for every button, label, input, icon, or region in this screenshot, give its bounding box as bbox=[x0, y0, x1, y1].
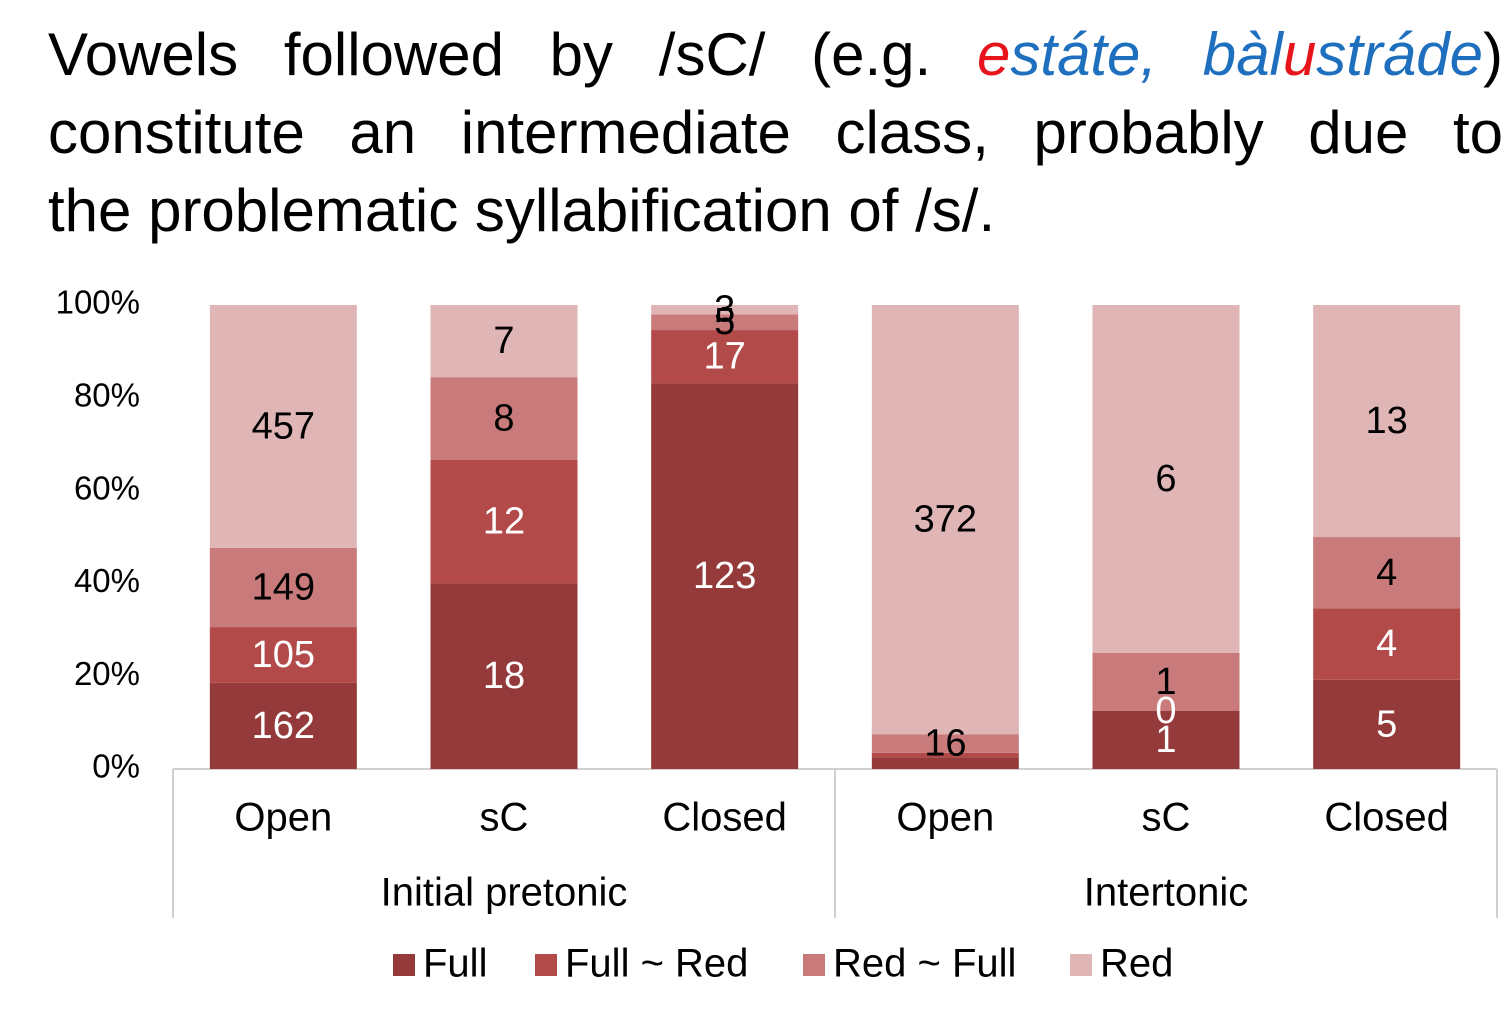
bar-segment bbox=[871, 757, 1019, 769]
bar-segment bbox=[1313, 305, 1461, 538]
bar-segment bbox=[1313, 679, 1461, 769]
title-run: Vowels followed by /sC/ (e.g. bbox=[48, 21, 977, 88]
y-tick-label: 80% bbox=[74, 377, 140, 414]
x-tick-label: Closed bbox=[1324, 796, 1449, 840]
title: Vowels followed by /sC/ (e.g. estáte, bà… bbox=[48, 16, 1503, 250]
y-tick-label: 100% bbox=[56, 284, 140, 321]
title-run: stráde bbox=[1316, 21, 1484, 88]
data-label: 8 bbox=[493, 397, 514, 439]
bar-segment bbox=[430, 377, 578, 460]
data-label: 18 bbox=[483, 655, 525, 697]
bar-segment bbox=[1313, 608, 1461, 680]
data-label: 7 bbox=[493, 320, 514, 362]
data-label: 16 bbox=[924, 723, 966, 765]
bar-segment bbox=[1092, 653, 1240, 711]
x-tick-label: Closed bbox=[662, 796, 787, 840]
title-run: u bbox=[1282, 21, 1317, 88]
data-label: 5 bbox=[714, 301, 735, 343]
bar-segment bbox=[209, 304, 357, 548]
x-tick-label: sC bbox=[1142, 796, 1191, 840]
bar-segment bbox=[430, 583, 578, 769]
bar-segment bbox=[1092, 305, 1240, 653]
legend-label: Red ~ Full bbox=[833, 942, 1016, 986]
title-run: e bbox=[976, 21, 1011, 88]
data-label: 372 bbox=[914, 499, 977, 541]
x-tick-label: sC bbox=[480, 796, 529, 840]
data-label: 6 bbox=[1155, 458, 1176, 500]
data-label: 5 bbox=[1376, 703, 1397, 745]
data-label: 105 bbox=[252, 634, 315, 676]
bar-segment bbox=[651, 314, 799, 331]
bar-segment bbox=[209, 627, 357, 683]
bar-segment bbox=[1313, 537, 1461, 609]
data-label: 4 bbox=[1376, 552, 1397, 594]
title-run: the problematic syllabification of /s/. bbox=[48, 177, 996, 244]
y-tick-label: 0% bbox=[92, 748, 140, 785]
legend-swatch bbox=[393, 954, 415, 976]
data-label: 17 bbox=[704, 336, 746, 378]
data-label: 1 bbox=[1155, 719, 1176, 761]
group-label: Initial pretonic bbox=[381, 871, 628, 915]
legend-swatch bbox=[1070, 954, 1092, 976]
title-run: státe, bbox=[1010, 21, 1203, 88]
bar-segment bbox=[1092, 711, 1240, 769]
legend-label: Full ~ Red bbox=[565, 942, 748, 986]
data-label: 3 bbox=[714, 289, 735, 331]
bar-segment bbox=[651, 383, 799, 769]
y-tick-label: 20% bbox=[74, 655, 140, 692]
data-label: 123 bbox=[693, 555, 756, 597]
bar-segment bbox=[871, 305, 1019, 735]
bar-segment bbox=[871, 734, 1019, 753]
group-label: Intertonic bbox=[1084, 871, 1249, 915]
bar-segment bbox=[209, 547, 357, 628]
title-run: ) bbox=[1483, 21, 1503, 88]
title-line: the problematic syllabification of /s/. bbox=[48, 172, 1503, 250]
bar-segment bbox=[430, 459, 578, 584]
x-tick-label: Open bbox=[234, 796, 332, 840]
title-run: constitute an intermediate class, probab… bbox=[48, 99, 1503, 166]
y-tick-label: 60% bbox=[74, 469, 140, 506]
data-label: 162 bbox=[252, 705, 315, 747]
data-label: 1 bbox=[1155, 661, 1176, 703]
title-line: constitute an intermediate class, probab… bbox=[48, 94, 1503, 172]
bar-segment bbox=[651, 304, 799, 315]
bar-segment bbox=[209, 682, 357, 769]
y-tick-label: 40% bbox=[74, 562, 140, 599]
legend-label: Full bbox=[423, 942, 487, 986]
data-label: 0 bbox=[1155, 690, 1176, 732]
data-label: 12 bbox=[483, 501, 525, 543]
legend-swatch bbox=[803, 954, 825, 976]
data-label: 13 bbox=[1366, 400, 1408, 442]
x-tick-label: Open bbox=[896, 796, 994, 840]
bar-segment bbox=[651, 330, 799, 384]
data-label: 4 bbox=[1376, 623, 1397, 665]
data-label: 149 bbox=[252, 566, 315, 608]
legend-swatch bbox=[535, 954, 557, 976]
bar-segment bbox=[430, 304, 578, 378]
title-run: bàl bbox=[1202, 21, 1283, 88]
bar-segment bbox=[871, 752, 1019, 758]
data-label: 457 bbox=[252, 405, 315, 447]
legend-label: Red bbox=[1100, 942, 1173, 986]
title-line: Vowels followed by /sC/ (e.g. estáte, bà… bbox=[48, 16, 1503, 94]
